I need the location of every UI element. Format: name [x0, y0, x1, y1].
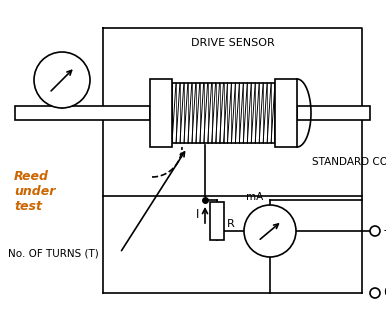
Circle shape [370, 288, 380, 298]
Bar [172, 83, 275, 143]
Bar [210, 202, 224, 240]
Circle shape [244, 205, 296, 257]
Circle shape [34, 52, 90, 108]
Text: R: R [227, 219, 235, 229]
Bar [150, 79, 172, 147]
Bar [275, 79, 297, 147]
Text: No. OF TURNS (T): No. OF TURNS (T) [8, 248, 99, 258]
Text: 0V: 0V [383, 286, 386, 300]
Text: mA: mA [246, 192, 263, 202]
Bar [15, 106, 150, 120]
Circle shape [370, 226, 380, 236]
Text: +: + [383, 225, 386, 238]
Text: DRIVE SENSOR: DRIVE SENSOR [191, 38, 274, 48]
Text: Reed
under
test: Reed under test [14, 170, 55, 213]
Text: STANDARD COIL: STANDARD COIL [312, 157, 386, 167]
Text: I: I [196, 209, 199, 221]
Bar [297, 106, 370, 120]
